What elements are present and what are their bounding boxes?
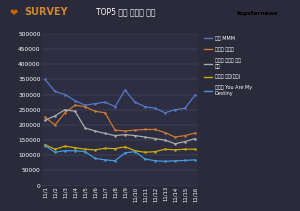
- Text: SURVEY: SURVEY: [24, 7, 68, 17]
- Text: TOP5 일별 득표수 추이: TOP5 일별 득표수 추이: [96, 7, 156, 16]
- Text: ❤: ❤: [9, 7, 17, 17]
- Legend: 영탁 MMM, 장민호 화조리, 이승윤 패허가 된다
해도, 송가인 연기(聯歌), 김기태 You Are My
Destiny: 영탁 MMM, 장민호 화조리, 이승윤 패허가 된다 해도, 송가인 연기(聯…: [204, 36, 252, 96]
- Text: topstarnews: topstarnews: [237, 11, 279, 16]
